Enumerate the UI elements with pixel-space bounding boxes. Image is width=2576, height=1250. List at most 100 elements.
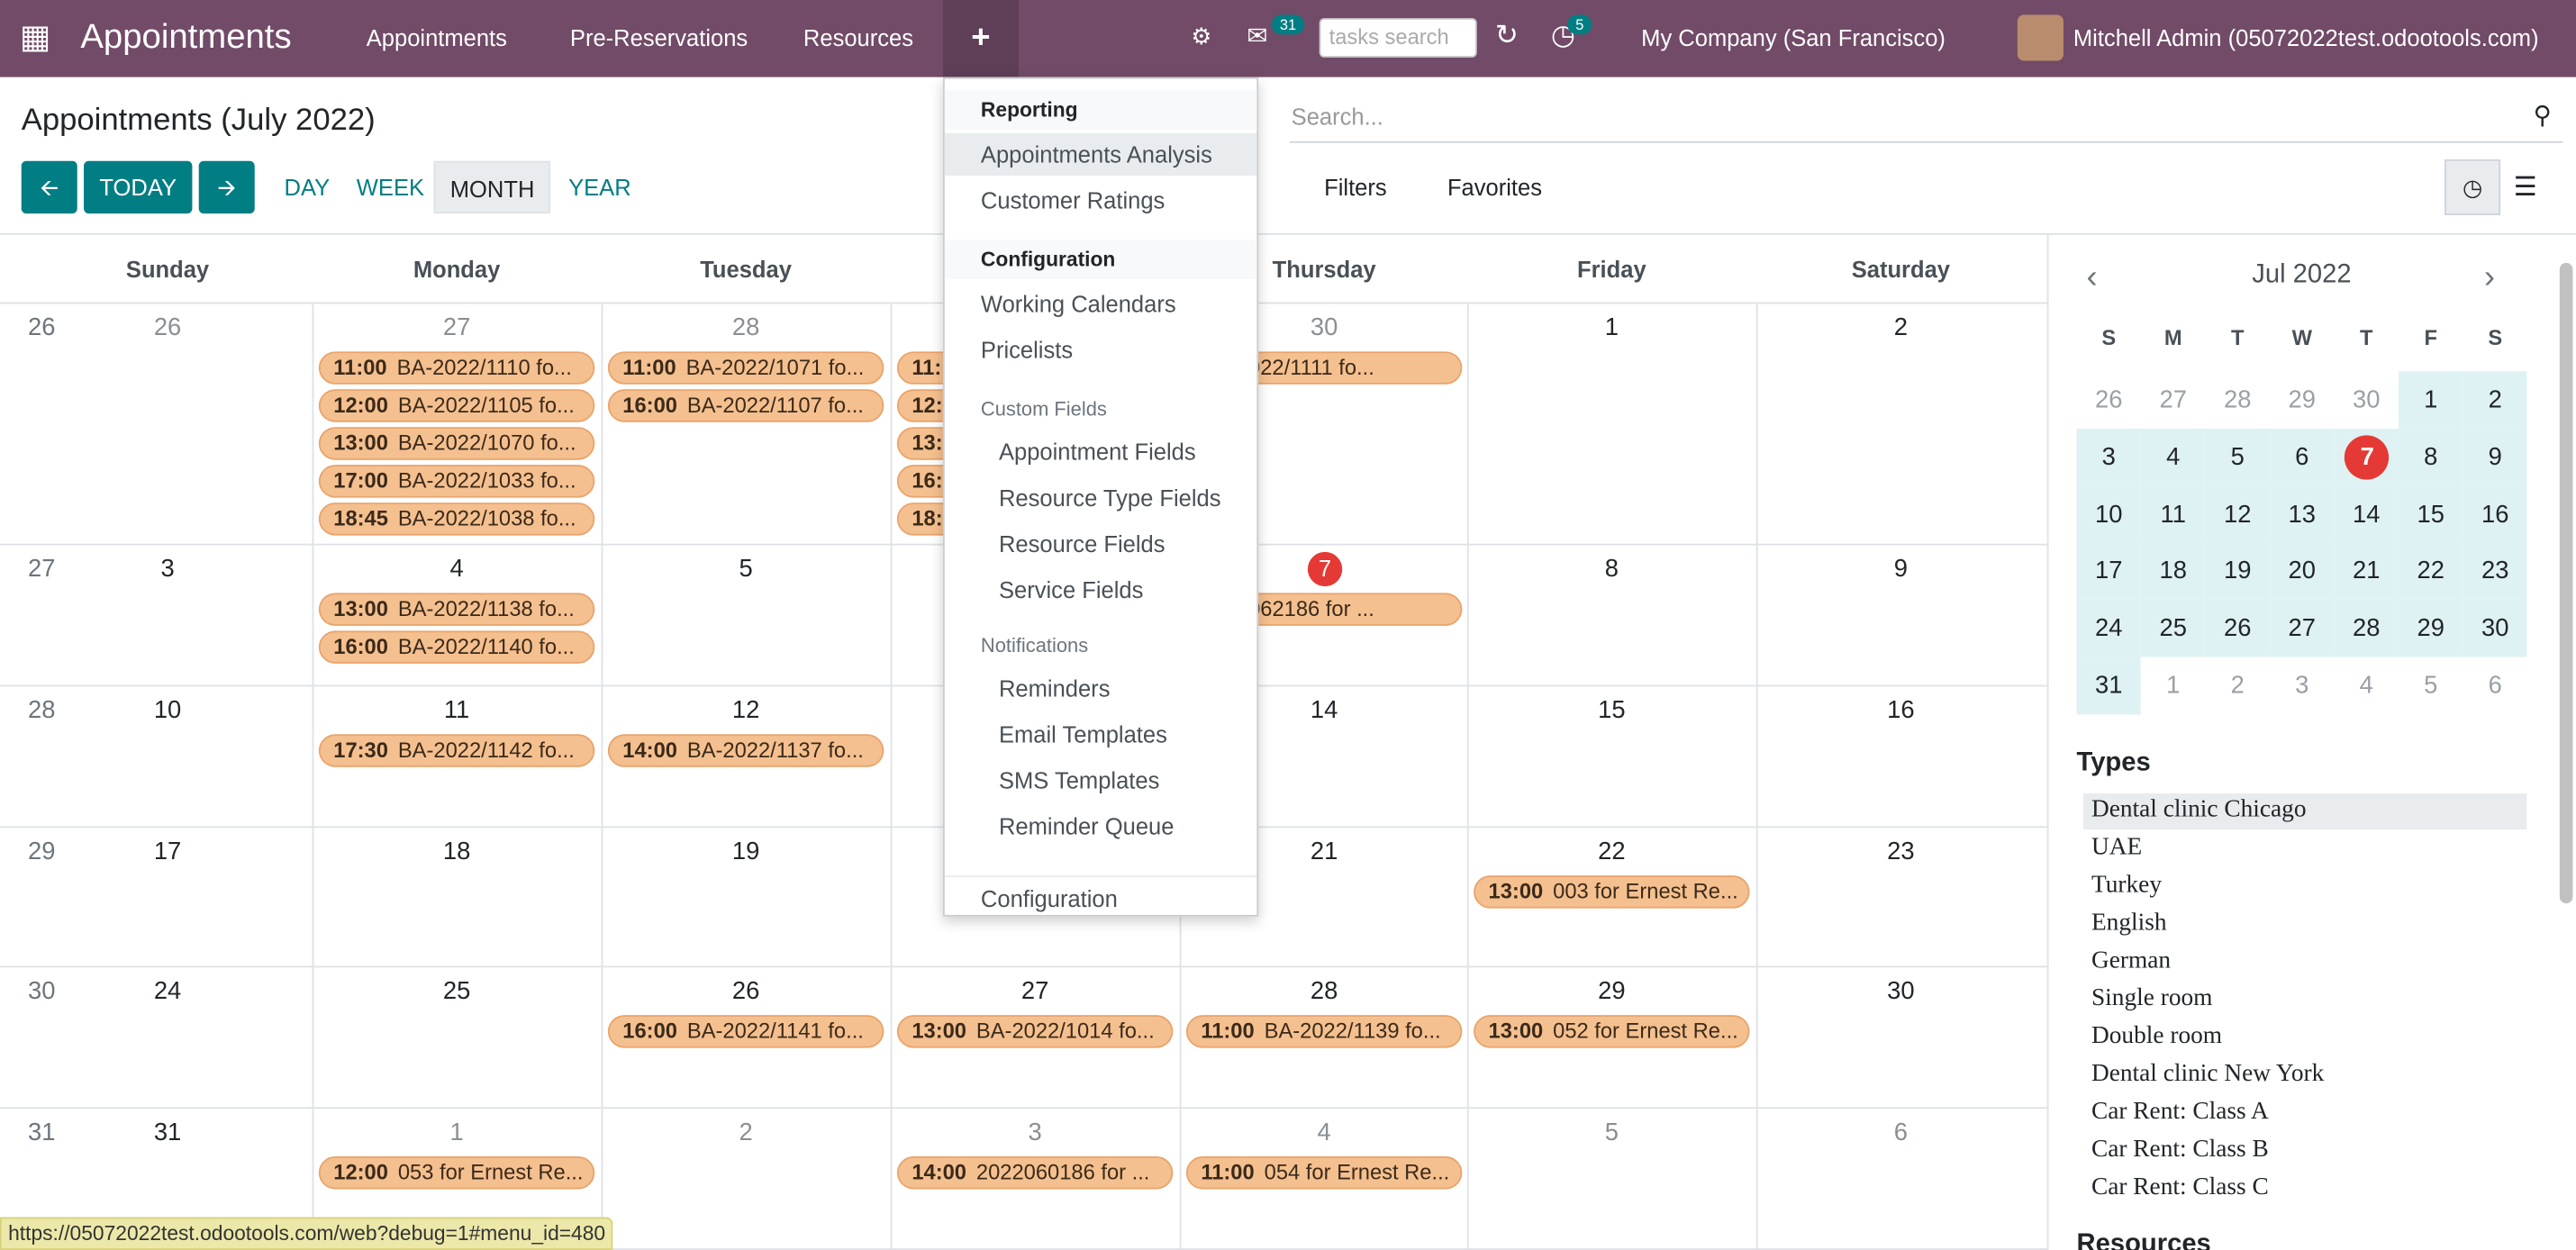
event[interactable]: 17:00 BA-2022/1033 fo... — [318, 465, 595, 498]
tasks-search[interactable]: tasks search — [1319, 18, 1477, 58]
mini-day[interactable] — [2270, 600, 2335, 657]
menu-item[interactable]: Pricelists — [980, 336, 1074, 364]
apps-icon[interactable]: ▦ — [19, 19, 51, 57]
mini-day-number[interactable]: 15 — [2417, 500, 2444, 529]
view-button[interactable]: DAY — [284, 174, 331, 201]
mini-day-number[interactable]: 24 — [2095, 614, 2123, 643]
mini-day-number[interactable]: 14 — [2353, 500, 2381, 529]
menu-item[interactable]: SMS Templates — [998, 766, 1160, 793]
mini-day-number[interactable]: 3 — [2295, 671, 2309, 700]
event[interactable]: 13:00 BA-2022/1138 fo... — [318, 593, 595, 626]
mini-day-number[interactable]: 11 — [2160, 500, 2186, 529]
mini-day[interactable] — [2399, 600, 2463, 657]
event[interactable]: 14:00 2022060186 for ... — [896, 1156, 1174, 1190]
event[interactable]: 16:00 BA-2022/1107 fo... — [607, 389, 884, 422]
mini-day[interactable] — [2205, 485, 2270, 543]
mini-day[interactable] — [2205, 428, 2270, 486]
mini-day-number[interactable]: 31 — [2095, 671, 2123, 700]
app-title[interactable]: Appointments — [80, 18, 292, 57]
mini-day-number[interactable]: 28 — [2353, 614, 2381, 643]
mini-day-number[interactable]: 9 — [2488, 443, 2502, 472]
mini-day[interactable] — [2076, 428, 2142, 486]
event[interactable]: 13:00 BA-2022/1014 fo... — [896, 1015, 1174, 1048]
user[interactable]: Mitchell Admin (05072022test.odootools.c… — [2073, 24, 2539, 51]
mini-day[interactable] — [2076, 657, 2142, 715]
mini-day-number[interactable]: 7 — [2345, 434, 2390, 480]
menu-item[interactable]: Resource Type Fields — [998, 485, 1221, 512]
event[interactable]: 13:00 BA-2022/1070 fo... — [318, 427, 595, 460]
menu-item[interactable]: Appointments Analysis — [944, 132, 1257, 177]
favorites[interactable]: Favorites — [1447, 174, 1542, 201]
mini-day-number[interactable]: 6 — [2295, 443, 2309, 472]
mini-day[interactable] — [2270, 542, 2335, 601]
mini-day[interactable] — [2141, 428, 2206, 486]
mini-day-number[interactable]: 23 — [2481, 557, 2509, 586]
event[interactable]: 11:00 BA-2022/1139 fo... — [1185, 1015, 1463, 1048]
company[interactable]: My Company (San Francisco) — [1641, 24, 1946, 51]
list-view[interactable]: ☰ — [2513, 174, 2537, 203]
mini-day-number[interactable]: 26 — [2095, 385, 2123, 414]
clock-view[interactable]: ◷ — [2444, 159, 2501, 215]
event[interactable]: 18:45 BA-2022/1038 fo... — [318, 503, 595, 536]
mini-day-number[interactable]: 17 — [2095, 557, 2123, 586]
menu-item[interactable]: Customer Ratings — [980, 186, 1166, 214]
view-button[interactable]: YEAR — [568, 174, 631, 201]
mini-day-number[interactable]: 5 — [2230, 443, 2245, 472]
mini-day-number[interactable]: 1 — [2424, 385, 2438, 414]
event[interactable]: 16:00 BA-2022/1141 fo... — [607, 1015, 884, 1048]
today-button[interactable]: TODAY — [84, 160, 193, 214]
mini-day-number[interactable]: 2 — [2230, 671, 2245, 700]
mini-day[interactable] — [2334, 542, 2399, 601]
mini-day[interactable] — [2334, 485, 2399, 543]
mini-day[interactable] — [2141, 600, 2206, 657]
search-icon[interactable]: ⚲ — [2533, 102, 2552, 131]
mini-day-number[interactable]: 2 — [2488, 385, 2502, 414]
type-item[interactable]: Double room — [2091, 1023, 2223, 1050]
type-item[interactable]: German — [2091, 947, 2172, 974]
menu-item[interactable]: Configuration — [944, 875, 1257, 919]
view-button[interactable]: WEEK — [356, 174, 425, 201]
mini-day-number[interactable]: 4 — [2166, 443, 2181, 472]
type-item[interactable]: Car Rent: Class A — [2091, 1099, 2269, 1126]
mini-day[interactable] — [2463, 600, 2527, 657]
mini-day-number[interactable]: 12 — [2224, 500, 2252, 529]
mini-day-number[interactable]: 29 — [2288, 385, 2316, 414]
mini-day-number[interactable]: 18 — [2159, 557, 2187, 586]
menu-item[interactable]: Resource Fields — [998, 530, 1166, 557]
menu-item[interactable]: Working Calendars — [980, 290, 1176, 318]
mini-day[interactable] — [2270, 428, 2335, 486]
filters[interactable]: Filters — [1324, 174, 1387, 201]
mini-day-number[interactable]: 22 — [2417, 557, 2444, 586]
mini-day-number[interactable]: 30 — [2481, 614, 2509, 643]
avatar[interactable] — [2017, 14, 2064, 61]
mini-day[interactable] — [2270, 485, 2335, 543]
nav-menu-item[interactable]: Appointments — [366, 24, 507, 51]
refresh-icon[interactable]: ↻ — [1494, 19, 1519, 51]
type-item[interactable]: Car Rent: Class C — [2091, 1174, 2269, 1201]
event[interactable]: 12:00 053 for Ernest Re... — [318, 1156, 595, 1190]
menu-item[interactable]: Email Templates — [998, 720, 1167, 747]
type-item[interactable]: Single room — [2091, 985, 2213, 1012]
mini-day-number[interactable]: 5 — [2424, 671, 2438, 700]
bug-icon[interactable]: ⚙ — [1191, 23, 1212, 50]
chat-icon[interactable]: ✉ — [1247, 23, 1268, 51]
menu-item[interactable]: Service Fields — [998, 576, 1144, 603]
mini-day-number[interactable]: 20 — [2288, 557, 2316, 586]
mini-day-number[interactable]: 30 — [2353, 385, 2381, 414]
mini-day[interactable] — [2076, 542, 2142, 601]
mini-day-number[interactable]: 4 — [2359, 671, 2373, 700]
mini-day-number[interactable]: 28 — [2224, 385, 2252, 414]
menu-item[interactable]: Reminder Queue — [998, 812, 1175, 840]
type-item[interactable]: UAE — [2091, 834, 2143, 861]
mini-day[interactable] — [2463, 485, 2527, 543]
type-item[interactable]: English — [2091, 910, 2167, 937]
mini-day-number[interactable]: 29 — [2417, 614, 2444, 643]
mini-day-number[interactable]: 19 — [2224, 557, 2252, 586]
mini-day[interactable] — [2334, 600, 2399, 657]
mini-day[interactable] — [2463, 542, 2527, 601]
mini-day[interactable] — [2399, 542, 2463, 601]
event[interactable]: 12:00 BA-2022/1105 fo... — [318, 389, 595, 422]
mini-day-number[interactable]: 8 — [2424, 443, 2438, 472]
mini-day[interactable] — [2141, 542, 2206, 601]
nav-menu-item[interactable]: Pre-Reservations — [569, 24, 748, 51]
